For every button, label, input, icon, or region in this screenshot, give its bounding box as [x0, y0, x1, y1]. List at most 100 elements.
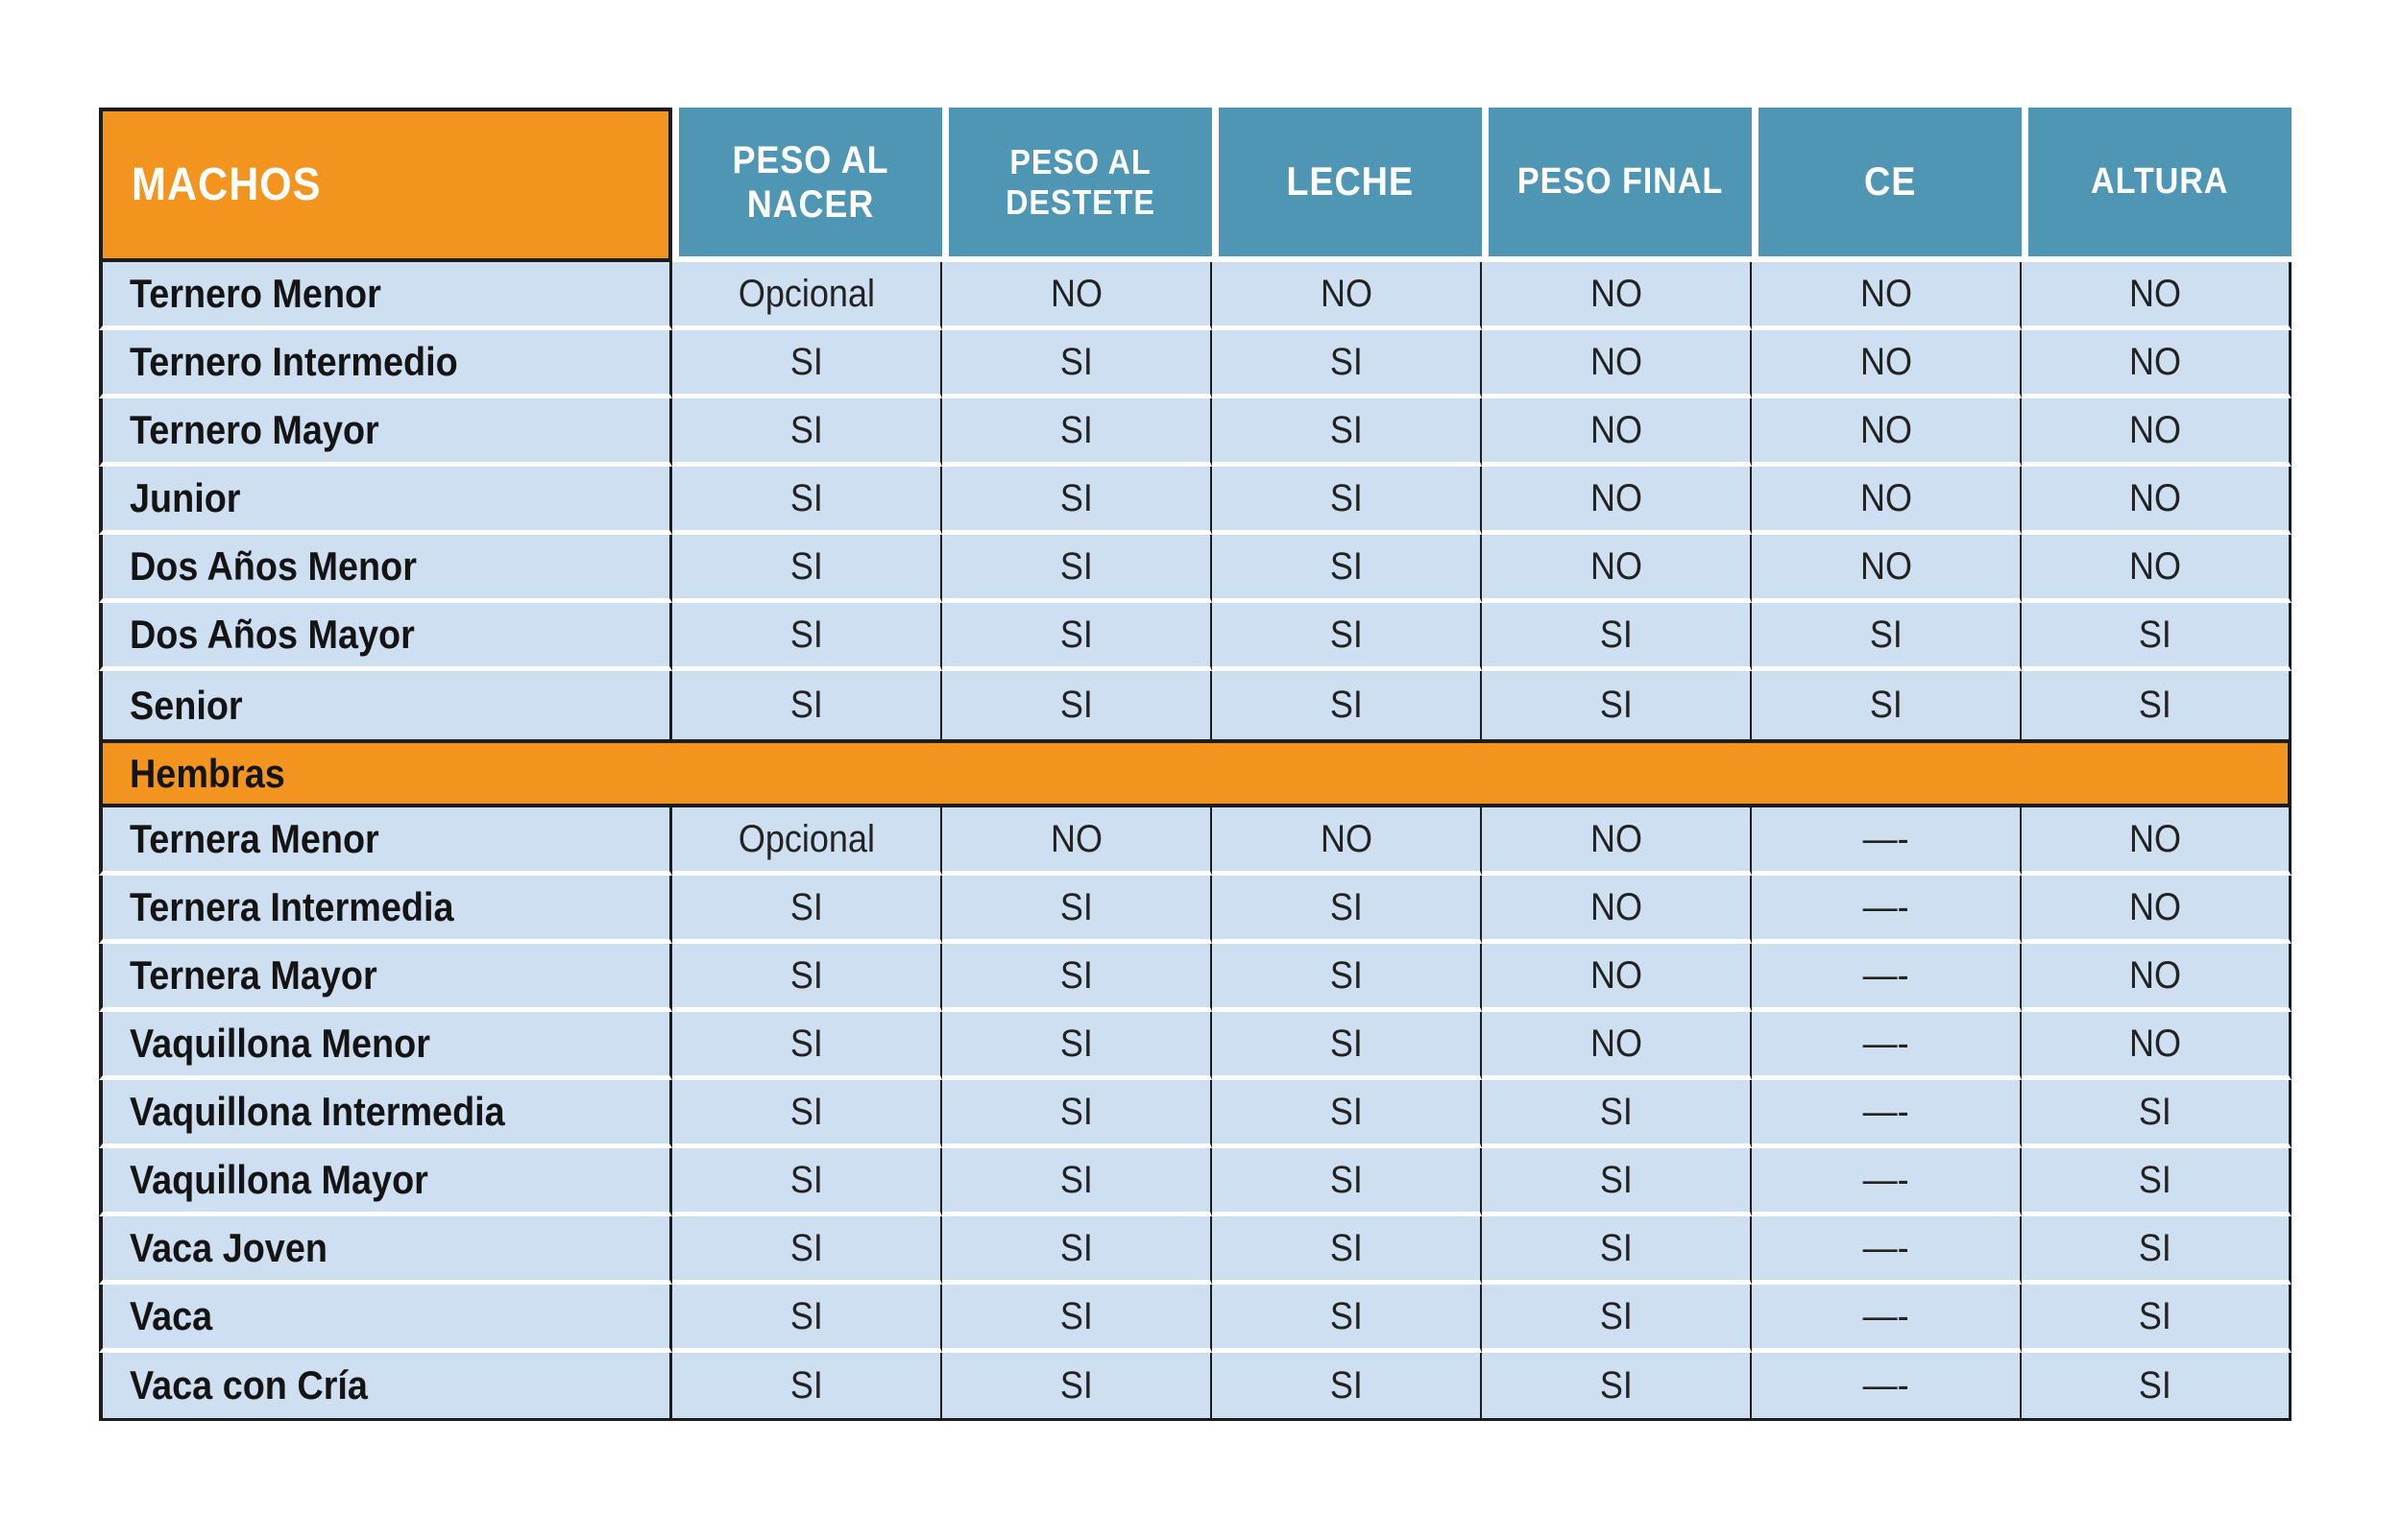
cell-ternera-menor-leche: NO	[1212, 807, 1482, 876]
row-label-ternero-menor-text: Ternero Menor	[130, 271, 381, 316]
cell-ternero-intermedio-altura-text: NO	[2129, 340, 2181, 383]
row-label-vaquillona-menor: Vaquillona Menor	[99, 1012, 672, 1080]
cell-vaquillona-intermedia-peso-al-nacer-text: SI	[789, 1090, 823, 1133]
cell-ternera-mayor-leche: SI	[1212, 944, 1482, 1012]
cell-vaquillona-mayor-ce: —-	[1752, 1148, 2022, 1216]
cell-vaca-joven-ce-text: —-	[1862, 1226, 1909, 1269]
column-header-peso-al-nacer-text: PESO AL NACER	[732, 138, 889, 226]
cell-vaca-joven-peso-al-nacer: SI	[672, 1216, 942, 1285]
cell-vaquillona-menor-leche: SI	[1212, 1012, 1482, 1080]
cell-ternero-mayor-ce: NO	[1752, 398, 2022, 467]
cell-vaquillona-mayor-altura: SI	[2022, 1148, 2292, 1216]
column-header-altura: ALTURA	[2022, 108, 2292, 262]
row-label-vaca-joven: Vaca Joven	[99, 1216, 672, 1285]
cell-dos-anos-menor-peso-al-destete: SI	[942, 535, 1212, 603]
cell-ternera-intermedia-leche: SI	[1212, 876, 1482, 944]
cell-vaca-con-cria-ce-text: —-	[1862, 1363, 1909, 1407]
cell-dos-anos-mayor-ce: SI	[1752, 603, 2022, 671]
cell-ternera-intermedia-peso-final-text: NO	[1589, 885, 1642, 928]
cell-junior-peso-al-nacer-text: SI	[789, 476, 823, 519]
cell-vaca-con-cria-altura-text: SI	[2138, 1363, 2172, 1407]
cell-vaquillona-menor-peso-final: NO	[1482, 1012, 1752, 1080]
column-header-ce-text: CE	[1863, 158, 1917, 205]
cell-vaquillona-mayor-altura-text: SI	[2138, 1158, 2172, 1201]
row-label-dos-anos-menor: Dos Años Menor	[99, 535, 672, 603]
cell-vaquillona-menor-peso-final-text: NO	[1589, 1022, 1642, 1065]
cell-dos-anos-mayor-ce-text: SI	[1869, 613, 1903, 656]
row-label-vaca-joven-text: Vaca Joven	[130, 1225, 327, 1270]
row-label-ternero-intermedio: Ternero Intermedio	[99, 330, 672, 398]
category-requirements-table: MACHOS PESO AL NACER PESO AL DESTETE LECHE P…	[99, 108, 2292, 1421]
row-label-ternera-intermedia-text: Ternera Intermedia	[130, 884, 454, 929]
cell-ternera-menor-peso-al-nacer-text: Opcional	[738, 817, 875, 860]
cell-ternera-menor-altura-text: NO	[2129, 817, 2181, 860]
cell-ternero-mayor-ce-text: NO	[1859, 408, 1912, 451]
cell-vaca-con-cria-peso-al-nacer-text: SI	[789, 1363, 823, 1407]
cell-vaca-joven-peso-al-destete: SI	[942, 1216, 1212, 1285]
row-label-dos-anos-mayor-text: Dos Años Mayor	[130, 612, 415, 657]
cell-senior-peso-al-destete: SI	[942, 671, 1212, 739]
cell-ternero-intermedio-altura: NO	[2022, 330, 2292, 398]
cell-ternero-intermedio-leche: SI	[1212, 330, 1482, 398]
row-label-vaca-con-cria: Vaca con Cría	[99, 1353, 672, 1421]
cell-dos-anos-mayor-peso-al-nacer: SI	[672, 603, 942, 671]
row-label-vaca-con-cria-text: Vaca con Cría	[130, 1362, 368, 1408]
cell-vaquillona-menor-leche-text: SI	[1329, 1022, 1363, 1065]
row-label-senior: Senior	[99, 671, 672, 739]
cell-dos-anos-menor-peso-final-text: NO	[1589, 544, 1642, 588]
cell-junior-peso-final-text: NO	[1589, 476, 1642, 519]
cell-junior-peso-final: NO	[1482, 467, 1752, 535]
cell-ternera-mayor-altura: NO	[2022, 944, 2292, 1012]
cell-vaca-joven-altura-text: SI	[2138, 1226, 2172, 1269]
cell-ternero-menor-peso-final-text: NO	[1589, 272, 1642, 315]
row-label-ternero-menor: Ternero Menor	[99, 262, 672, 330]
cell-ternera-mayor-ce-text: —-	[1862, 953, 1909, 997]
column-header-peso-al-destete-text: PESO AL DESTETE	[1006, 142, 1155, 222]
cell-vaca-con-cria-peso-al-nacer: SI	[672, 1353, 942, 1421]
cell-ternera-intermedia-peso-final: NO	[1482, 876, 1752, 944]
cell-vaca-joven-leche-text: SI	[1329, 1226, 1363, 1269]
cell-ternero-intermedio-ce-text: NO	[1859, 340, 1912, 383]
cell-ternera-intermedia-leche-text: SI	[1329, 885, 1363, 928]
cell-vaquillona-intermedia-altura: SI	[2022, 1080, 2292, 1148]
row-label-ternera-intermedia: Ternera Intermedia	[99, 876, 672, 944]
cell-ternero-menor-peso-al-nacer-text: Opcional	[738, 272, 875, 315]
row-label-ternera-menor: Ternera Menor	[99, 807, 672, 876]
cell-ternero-menor-leche: NO	[1212, 262, 1482, 330]
cell-senior-altura: SI	[2022, 671, 2292, 739]
cell-dos-anos-mayor-peso-al-nacer-text: SI	[789, 613, 823, 656]
cell-dos-anos-menor-leche: SI	[1212, 535, 1482, 603]
cell-ternera-menor-peso-final-text: NO	[1589, 817, 1642, 860]
cell-dos-anos-menor-altura: NO	[2022, 535, 2292, 603]
cell-ternera-intermedia-peso-al-destete-text: SI	[1059, 885, 1093, 928]
cell-ternera-intermedia-peso-al-nacer-text: SI	[789, 885, 823, 928]
cell-vaquillona-intermedia-peso-final-text: SI	[1599, 1090, 1633, 1133]
cell-junior-peso-al-destete-text: SI	[1059, 476, 1093, 519]
cell-dos-anos-mayor-altura-text: SI	[2138, 613, 2172, 656]
row-label-dos-anos-menor-text: Dos Años Menor	[130, 543, 417, 589]
cell-vaquillona-menor-peso-al-nacer-text: SI	[789, 1022, 823, 1065]
cell-vaca-peso-final-text: SI	[1599, 1294, 1633, 1337]
cell-vaca-con-cria-peso-al-destete: SI	[942, 1353, 1212, 1421]
cell-ternero-mayor-peso-final-text: NO	[1589, 408, 1642, 451]
cell-vaquillona-intermedia-ce-text: —-	[1862, 1090, 1909, 1133]
cell-ternera-mayor-altura-text: NO	[2129, 953, 2181, 997]
cell-senior-peso-final: SI	[1482, 671, 1752, 739]
column-header-leche: LECHE	[1212, 108, 1482, 262]
cell-vaca-con-cria-peso-al-destete-text: SI	[1059, 1363, 1093, 1407]
cell-vaca-con-cria-peso-final: SI	[1482, 1353, 1752, 1421]
row-label-vaquillona-mayor-text: Vaquillona Mayor	[130, 1157, 428, 1202]
row-label-vaquillona-intermedia-text: Vaquillona Intermedia	[130, 1089, 505, 1134]
cell-junior-ce-text: NO	[1859, 476, 1912, 519]
cell-junior-peso-al-destete: SI	[942, 467, 1212, 535]
cell-vaca-peso-al-destete: SI	[942, 1285, 1212, 1353]
cell-vaquillona-mayor-leche: SI	[1212, 1148, 1482, 1216]
row-label-senior-text: Senior	[130, 682, 243, 728]
cell-ternera-mayor-ce: —-	[1752, 944, 2022, 1012]
cell-ternera-intermedia-ce-text: —-	[1862, 885, 1909, 928]
cell-ternera-mayor-peso-final: NO	[1482, 944, 1752, 1012]
cell-senior-peso-al-destete-text: SI	[1059, 684, 1093, 726]
cell-senior-peso-al-nacer-text: SI	[789, 684, 823, 726]
cell-vaquillona-menor-peso-al-destete: SI	[942, 1012, 1212, 1080]
